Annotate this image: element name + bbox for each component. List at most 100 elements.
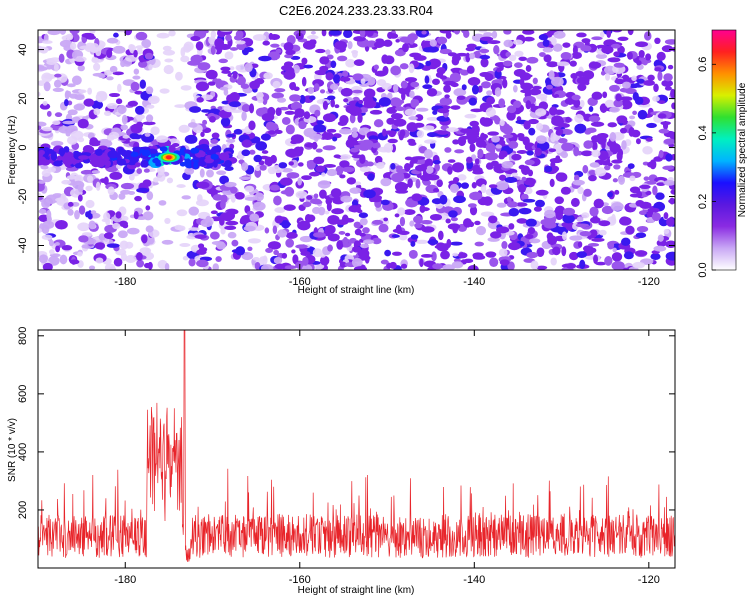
heatmap-cell — [104, 69, 113, 76]
heatmap-cell — [607, 162, 613, 167]
heatmap-cell — [637, 109, 648, 120]
heatmap-cell — [664, 240, 675, 246]
heatmap-cell — [615, 93, 622, 102]
heatmap-cell — [360, 78, 366, 85]
heatmap-cell — [474, 158, 480, 165]
heatmap-cell — [535, 189, 549, 196]
heatmap-cell — [663, 73, 673, 82]
heatmap-cell — [634, 96, 644, 105]
heatmap-cell — [163, 64, 174, 75]
heatmap-cell — [330, 188, 342, 198]
heatmap-cell — [612, 178, 618, 183]
heatmap-cell — [255, 141, 268, 151]
heatmap-cell — [601, 45, 614, 54]
heatmap-cell — [645, 137, 653, 142]
heatmap-cell — [143, 168, 150, 173]
heatmap-cell — [468, 221, 475, 228]
heatmap-cell — [41, 72, 53, 83]
heatmap-cell — [61, 245, 73, 251]
heatmap-cell — [339, 261, 347, 268]
heatmap-cell — [67, 109, 78, 116]
heatmap-cell — [550, 39, 557, 46]
heatmap-cell — [95, 257, 104, 264]
heatmap-cell — [628, 126, 635, 137]
heatmap-cell — [576, 76, 590, 85]
heatmap-cell — [620, 237, 631, 246]
heatmap-cell — [345, 104, 358, 114]
heatmap-cell — [501, 161, 514, 169]
heatmap-cell — [311, 199, 323, 205]
heatmap-cell — [499, 139, 506, 146]
heatmap-cell — [494, 87, 502, 97]
heatmap-cell — [291, 249, 296, 254]
heatmap-cell — [195, 81, 210, 92]
heatmap-cell — [345, 138, 355, 148]
heatmap-cell — [90, 153, 98, 162]
heatmap-cell — [144, 52, 154, 60]
heatmap-cell — [250, 63, 259, 69]
heatmap-cell — [168, 144, 176, 153]
heatmap-cell — [46, 209, 52, 220]
heatmap-cell — [511, 153, 522, 161]
heatmap-cell — [424, 139, 437, 144]
heatmap-cell — [386, 58, 391, 64]
heatmap-cell — [95, 181, 101, 191]
heatmap-cell — [162, 49, 176, 56]
heatmap-cell — [71, 201, 80, 207]
heatmap-cell — [329, 83, 339, 91]
heatmap-cell — [71, 51, 78, 59]
heatmap-cell — [447, 166, 453, 175]
heatmap-cell — [316, 120, 325, 125]
heatmap-cell — [349, 113, 356, 124]
snr-x-tick-label: -160 — [289, 574, 311, 586]
heatmap-cell — [515, 202, 528, 207]
heatmap-cell — [503, 30, 512, 35]
heatmap-cell — [425, 60, 431, 67]
heatmap-cell — [573, 174, 580, 182]
heatmap-cell — [393, 118, 407, 127]
heatmap-cell — [62, 120, 76, 125]
heatmap-cell — [200, 218, 213, 228]
heatmap-cell — [658, 100, 666, 104]
heatmap-cell — [383, 130, 397, 135]
heatmap-cell — [513, 62, 523, 68]
heatmap-cell — [465, 52, 471, 63]
snr-x-axis-label: Height of straight line (km) — [298, 585, 415, 596]
heatmap-cell — [488, 215, 498, 224]
heatmap-cell — [38, 125, 42, 131]
heatmap-cell — [480, 57, 489, 68]
heatmap-cell — [328, 30, 342, 36]
heatmap-cell — [545, 84, 553, 90]
heatmap-cell — [195, 41, 204, 51]
heatmap-cell — [178, 124, 190, 133]
heatmap-cell — [662, 165, 675, 170]
heatmap-cell — [313, 193, 319, 199]
heatmap-cell — [148, 95, 160, 105]
heatmap-cell — [603, 165, 611, 171]
heatmap-cell — [202, 119, 208, 125]
heatmap-cell — [116, 30, 127, 33]
heatmap-peak-cell — [165, 155, 172, 160]
heatmap-cell — [179, 242, 191, 248]
heatmap-cell — [133, 211, 139, 220]
heatmap-cell — [542, 47, 554, 53]
heatmap-cell — [579, 259, 586, 270]
heatmap-cell — [523, 36, 535, 42]
heatmap-cell — [635, 232, 647, 239]
heatmap-cell — [93, 62, 101, 71]
heatmap-cell — [530, 260, 539, 270]
heatmap-cell — [661, 45, 674, 53]
heatmap-cell — [609, 106, 620, 113]
heatmap-cell — [421, 30, 427, 35]
heatmap-cell — [238, 176, 252, 181]
heatmap-cell — [130, 81, 140, 92]
heatmap-cell — [480, 36, 494, 42]
heatmap-cell — [498, 174, 507, 181]
heatmap-cell — [69, 93, 78, 99]
heatmap-cell — [226, 133, 236, 138]
heatmap-cell — [140, 160, 146, 168]
heatmap-cell — [77, 222, 90, 232]
heatmap-cell — [297, 177, 302, 186]
heatmap-y-tick-label: -20 — [17, 189, 29, 205]
heatmap-cell — [319, 56, 330, 65]
